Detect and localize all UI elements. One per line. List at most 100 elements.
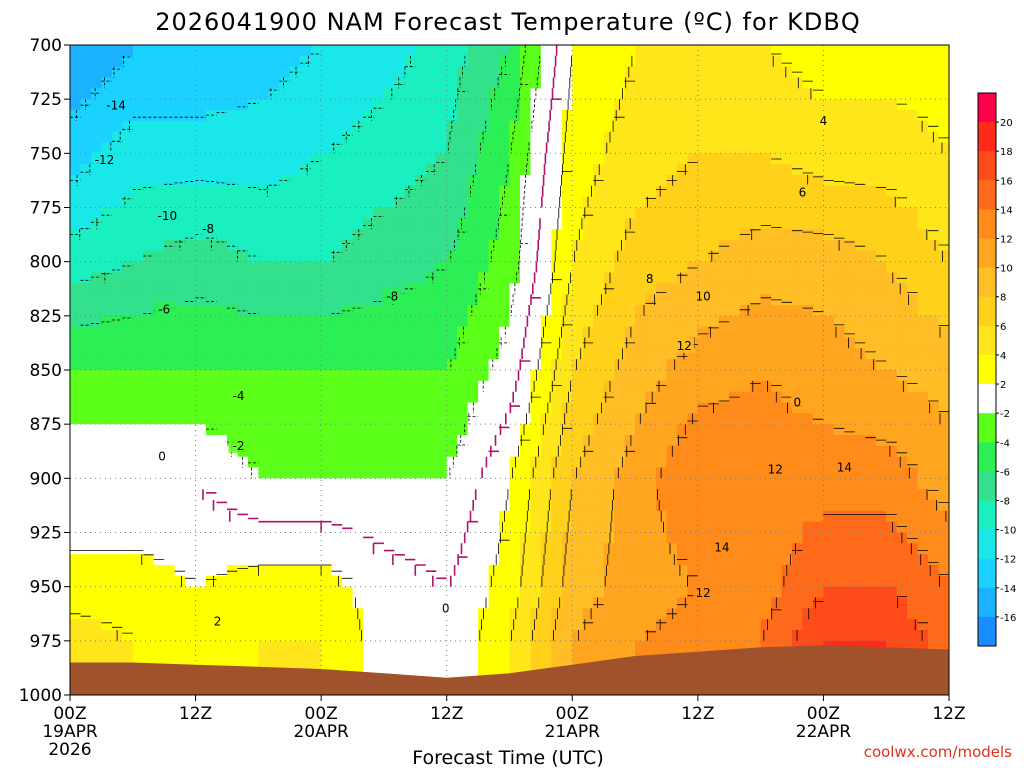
temperature-cell [164, 250, 176, 263]
temperature-cell [153, 402, 165, 414]
temperature-cell [624, 608, 636, 620]
temperature-cell [844, 45, 856, 57]
temperature-cell [519, 283, 532, 295]
temperature-cell [488, 55, 500, 68]
temperature-cell [823, 402, 835, 414]
temperature-cell [226, 586, 239, 599]
temperature-cell [206, 120, 218, 133]
temperature-cell [352, 240, 364, 252]
temperature-cell [656, 521, 668, 534]
temperature-cell [917, 153, 929, 165]
temperature-cell [896, 510, 908, 523]
temperature-cell [865, 240, 877, 252]
temperature-cell [812, 88, 825, 100]
temperature-cell [268, 500, 280, 512]
temperature-cell [457, 164, 469, 176]
temperature-cell [593, 597, 605, 609]
temperature-cell [310, 640, 322, 653]
temperature-cell [457, 131, 469, 144]
temperature-cell [676, 218, 688, 230]
temperature-cell [624, 348, 636, 360]
temperature-cell [624, 456, 636, 469]
temperature-cell [342, 337, 354, 349]
temperature-cell [321, 305, 333, 317]
temperature-cell [708, 261, 720, 274]
temperature-cell [164, 175, 176, 187]
temperature-cell [373, 532, 385, 544]
temperature-cell [90, 229, 102, 241]
temperature-cell [833, 196, 845, 209]
temperature-cell [509, 240, 521, 252]
temperature-cell [624, 619, 636, 631]
temperature-cell [373, 662, 385, 674]
temperature-cell [603, 630, 615, 642]
temperature-cell [321, 521, 333, 534]
temperature-cell [509, 565, 521, 577]
temperature-cell [467, 77, 479, 89]
temperature-cell [603, 240, 615, 252]
temperature-cell [865, 619, 877, 631]
temperature-cell [185, 489, 197, 501]
temperature-cell [436, 435, 448, 447]
temperature-cell [425, 445, 437, 458]
temperature-cell [603, 45, 615, 57]
temperature-cell [572, 402, 584, 414]
temperature-cell [415, 207, 427, 219]
temperature-cell [425, 348, 437, 360]
temperature-cell [404, 250, 416, 263]
temperature-cell [540, 153, 552, 165]
temperature-cell [383, 565, 395, 577]
temperature-cell [802, 424, 814, 436]
temperature-cell [268, 489, 280, 501]
temperature-cell [708, 283, 720, 295]
temperature-cell [666, 424, 678, 436]
temperature-cell [572, 305, 584, 317]
temperature-cell [164, 315, 176, 328]
temperature-cell [268, 175, 280, 187]
temperature-cell [635, 88, 647, 100]
temperature-cell [70, 359, 82, 371]
temperature-cell [216, 500, 228, 512]
temperature-cell [268, 218, 280, 230]
temperature-cell [614, 565, 626, 577]
temperature-cell [174, 478, 186, 490]
temperature-cell [760, 294, 772, 306]
temperature-cell [478, 88, 490, 100]
temperature-cell [687, 196, 699, 209]
temperature-cell [917, 272, 929, 284]
temperature-cell [603, 207, 615, 219]
temperature-cell [268, 510, 280, 523]
temperature-cell [237, 45, 249, 57]
temperature-cell [425, 521, 437, 534]
temperature-cell [279, 110, 291, 122]
temperature-cell [624, 45, 636, 57]
temperature-cell [164, 229, 176, 241]
temperature-cell [624, 532, 636, 544]
temperature-cell [143, 283, 155, 295]
temperature-cell [697, 359, 709, 371]
temperature-cell [687, 218, 699, 230]
temperature-cell [917, 250, 929, 263]
temperature-cell [394, 337, 406, 349]
temperature-cell [572, 175, 584, 187]
temperature-cell [499, 250, 511, 263]
temperature-cell [603, 337, 615, 349]
temperature-cell [457, 640, 469, 653]
temperature-cell [143, 120, 155, 133]
temperature-cell [457, 565, 469, 577]
temperature-cell [478, 359, 490, 371]
temperature-cell [111, 196, 123, 209]
temperature-cell [729, 283, 741, 295]
temperature-cell [268, 380, 280, 393]
temperature-cell [718, 500, 730, 512]
temperature-cell [708, 532, 720, 544]
temperature-cell [750, 272, 762, 284]
temperature-cell [760, 359, 772, 371]
temperature-cell [760, 554, 772, 566]
temperature-cell [812, 575, 825, 588]
temperature-cell [436, 261, 448, 274]
temperature-cell [781, 272, 793, 284]
temperature-cell [111, 586, 123, 599]
temperature-cell [279, 467, 291, 479]
temperature-cell [635, 597, 647, 609]
